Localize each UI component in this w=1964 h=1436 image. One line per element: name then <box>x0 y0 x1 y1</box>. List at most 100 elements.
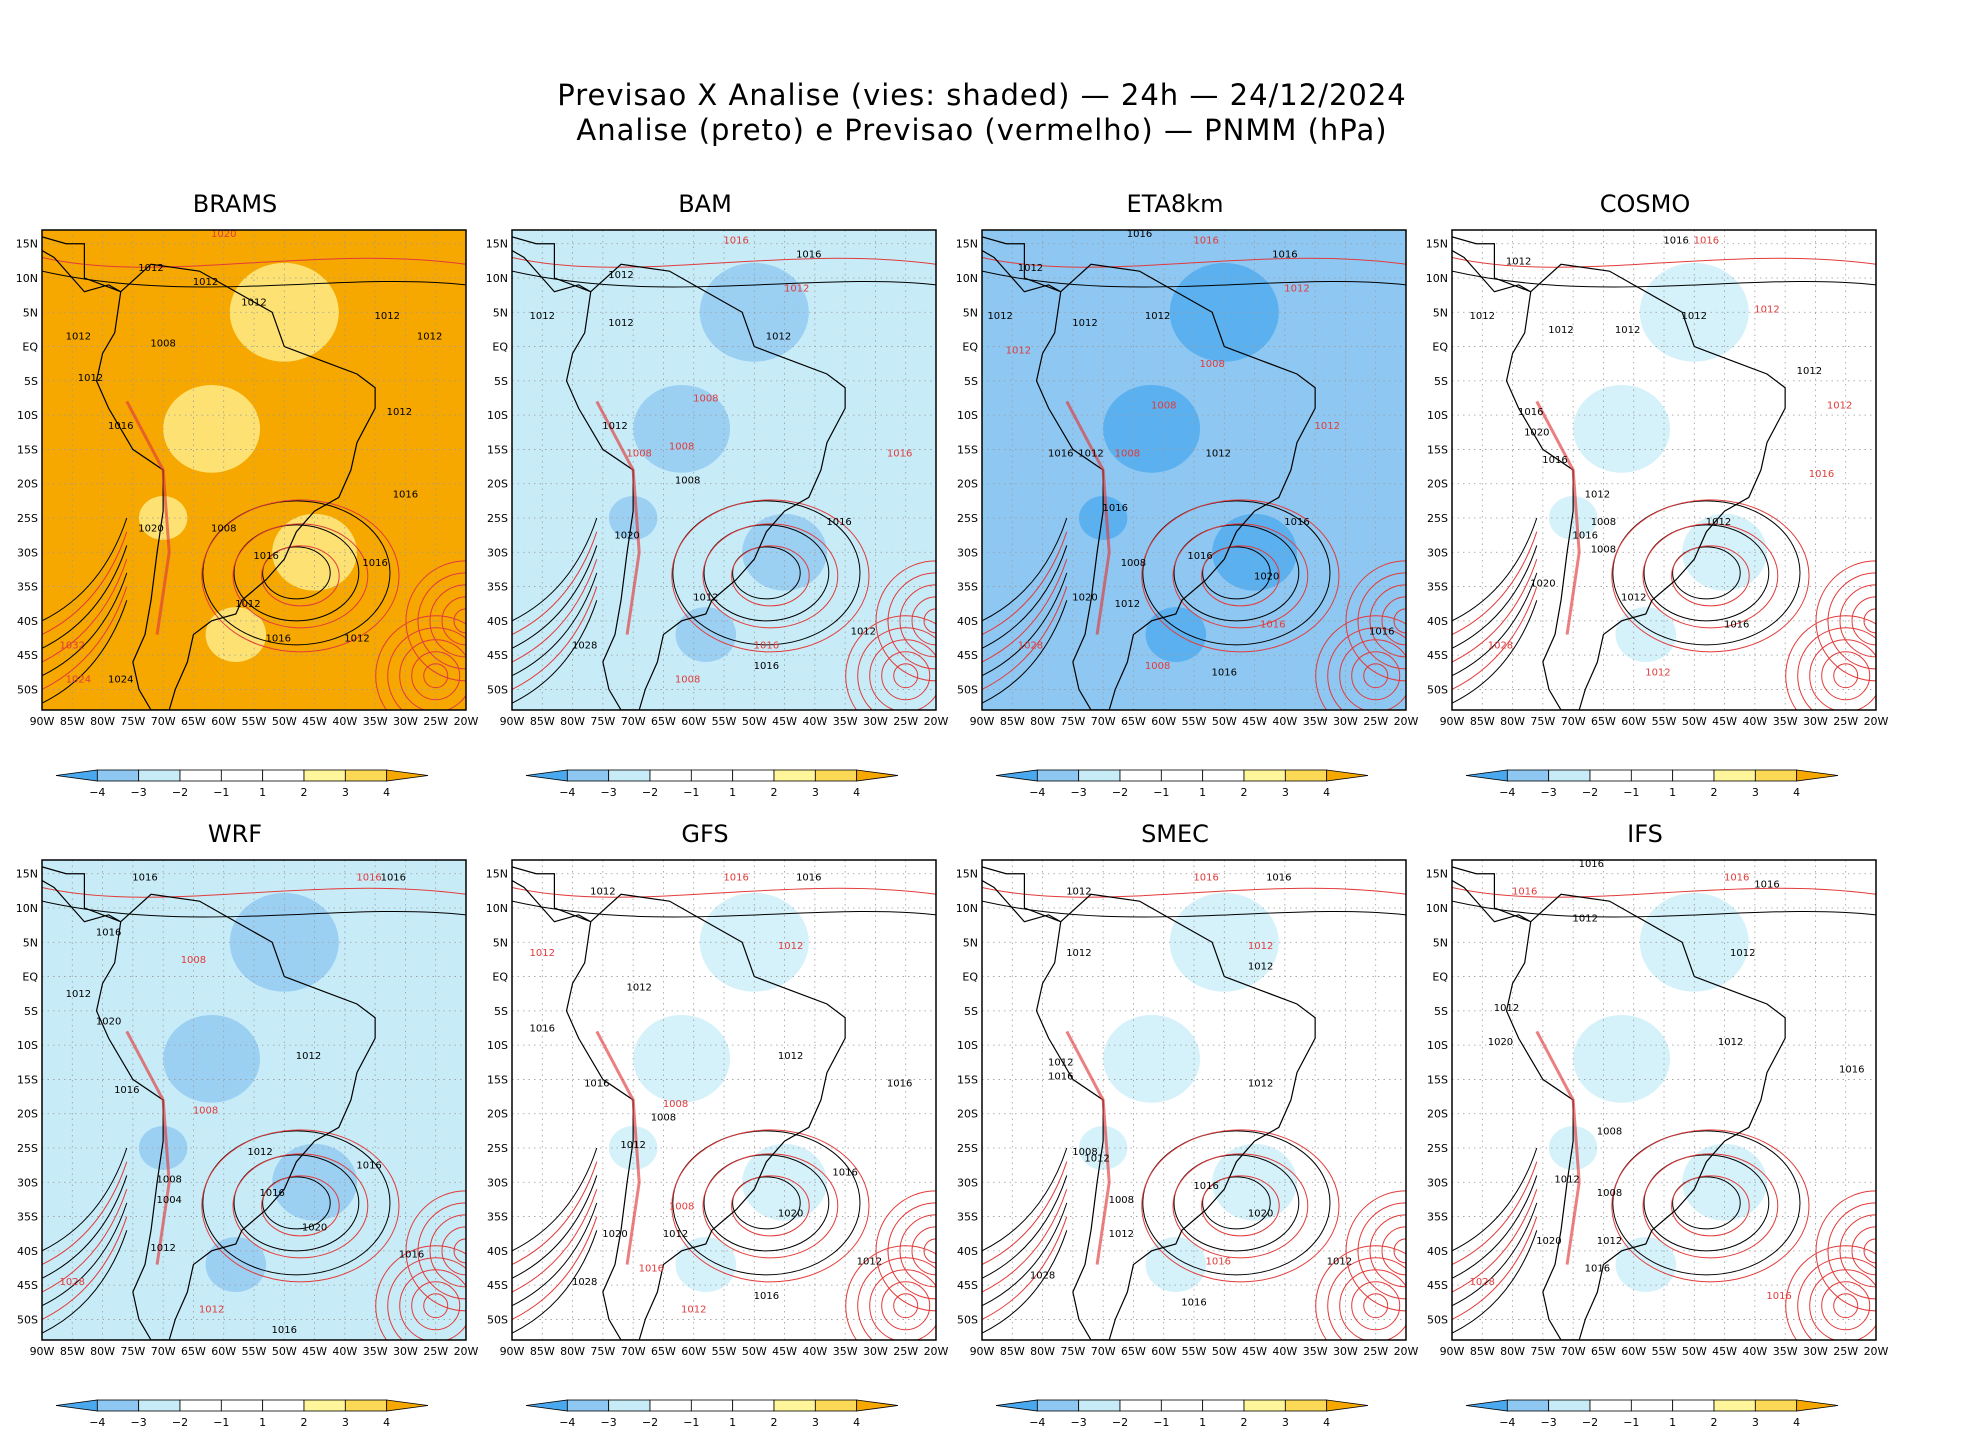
y-tick-label: 50S <box>487 1313 508 1326</box>
contour-label: 1016 <box>1766 1291 1791 1302</box>
contour-label: 1028 <box>1018 640 1043 651</box>
x-tick-label: 65W <box>181 715 206 728</box>
colorbar-label: 3 <box>1282 786 1289 799</box>
contour-label: 1012 <box>150 1243 175 1254</box>
forecast-isobar <box>1141 1129 1340 1283</box>
corner-isobar <box>875 560 936 682</box>
y-tick-label: 35S <box>1427 581 1448 594</box>
contour-label: 1012 <box>1645 668 1670 679</box>
contour-label: 1016 <box>1579 859 1604 870</box>
y-tick-label: 25S <box>957 1142 978 1155</box>
southern-isobar <box>1452 517 1538 622</box>
forecast-isobar <box>671 1129 870 1283</box>
x-tick-label: 30W <box>1333 1345 1358 1358</box>
contour-label: 1028 <box>572 1277 597 1288</box>
y-tick-label: 15S <box>487 443 508 456</box>
bias-blob <box>742 1143 827 1221</box>
y-tick-label: 15N <box>16 868 38 881</box>
gridlines <box>42 860 466 1340</box>
colorbar-segment <box>566 1399 610 1412</box>
forecast-isobar <box>1642 1153 1779 1259</box>
contour-label: 1012 <box>1506 256 1531 267</box>
contour-label: 1012 <box>199 1305 224 1316</box>
bias-blob <box>633 1014 731 1103</box>
southern-isobar <box>42 1175 128 1279</box>
y-tick-label: 10S <box>957 409 978 422</box>
colorbar-label: 2 <box>1711 1416 1718 1429</box>
contour-label: 1012 <box>1470 311 1495 322</box>
contour-label: 1012 <box>778 1051 803 1062</box>
contour-label: 1012 <box>1730 948 1755 959</box>
analysis-isobar <box>703 1154 830 1252</box>
plot-frame <box>981 229 1407 711</box>
contour-label: 1020 <box>1530 579 1555 590</box>
y-tick-label: 45S <box>957 649 978 662</box>
plot-frame <box>1451 859 1877 1341</box>
corner-isobar <box>1863 608 1876 634</box>
southern-isobar <box>512 572 598 677</box>
northern-isobar <box>512 270 936 288</box>
contour-label: 1016 <box>96 927 121 938</box>
andes-contours <box>595 1030 641 1265</box>
x-tick-label: 65W <box>1591 715 1616 728</box>
corner-isobar <box>453 1238 466 1264</box>
panel-ifs: IFS 1016 1016 1016 1016 1012 1012 1012 1020 1012… <box>1410 820 1889 1429</box>
analysis-isobar <box>1672 1176 1741 1230</box>
corner-isobar <box>1839 584 1876 658</box>
corner-isobar <box>1357 572 1406 670</box>
colorbar-label: −2 <box>1112 1416 1128 1429</box>
y-tick-label: 15S <box>487 1073 508 1086</box>
colorbar-label: −4 <box>1499 1416 1515 1429</box>
colorbar-segment <box>262 769 305 782</box>
coastlines <box>42 866 376 1340</box>
colorbar-segment <box>303 1399 346 1412</box>
southern-isobar <box>512 1216 598 1320</box>
y-tick-label: 20S <box>17 1108 38 1121</box>
x-tick-label: 90W <box>30 715 55 728</box>
analysis-isobar <box>233 524 360 622</box>
forecast-isobar <box>731 545 810 607</box>
corner-isobar <box>1851 1226 1876 1276</box>
contour-label: 1008 <box>1199 359 1224 370</box>
colorbar-segment <box>773 1399 816 1412</box>
colorbar-segment <box>1672 769 1715 782</box>
southern-isobar <box>512 1230 598 1334</box>
colorbar-segment <box>1589 1399 1632 1412</box>
contour-label: 1012 <box>1248 962 1273 973</box>
contour-label: 1012 <box>620 1140 645 1151</box>
x-tick-label: 40W <box>1272 1345 1297 1358</box>
contour-label: 1012 <box>1573 914 1598 925</box>
southern-isobar <box>1452 1188 1538 1293</box>
contour-label: 1016 <box>1724 620 1749 631</box>
contour-label: 1012 <box>1327 1257 1352 1268</box>
contour-label: 1016 <box>266 633 291 644</box>
isobars <box>982 886 1406 1340</box>
northern-isobar <box>512 256 936 268</box>
southern-isobar <box>1452 1230 1538 1334</box>
analysis-isobar <box>1672 546 1741 600</box>
x-tick-label: 40W <box>802 715 827 728</box>
y-tick-label: EQ <box>492 971 508 984</box>
corner-isobar <box>1785 1245 1876 1340</box>
x-tick-label: 30W <box>393 1345 418 1358</box>
x-tick-label: 20W <box>1864 1345 1889 1358</box>
x-tick-label: 75W <box>1530 715 1555 728</box>
analysis-isobar <box>1643 524 1770 622</box>
colorbar-label: −3 <box>601 1416 617 1429</box>
y-tick-label: 10N <box>486 902 508 915</box>
colorbar-label: −3 <box>131 786 147 799</box>
colorbar-label: −1 <box>213 1416 229 1429</box>
x-tick-label: 45W <box>1242 1345 1267 1358</box>
contour-label: 1012 <box>1718 1037 1743 1048</box>
corner-isobar <box>417 1202 466 1300</box>
corner-isobar <box>1315 1245 1406 1340</box>
contour-label: 1012 <box>1754 304 1779 315</box>
contour-label: 1020 <box>302 1222 327 1233</box>
contour-label: 1016 <box>887 448 912 459</box>
southern-isobar <box>512 545 598 649</box>
southern-isobar <box>1452 531 1538 636</box>
colorbar-cosmo: −4 −3 −2 −1 1 2 3 4 <box>1465 769 1839 799</box>
contour-label: 1012 <box>1615 325 1640 336</box>
forecast-isobar <box>232 1153 369 1259</box>
map-brams: 1012 1020 1012 1012 1012 1012 1012 1008 1012 1012… <box>16 229 479 728</box>
